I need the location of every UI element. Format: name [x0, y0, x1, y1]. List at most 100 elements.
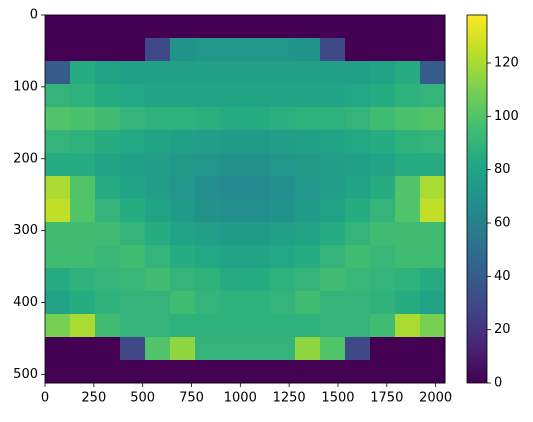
heatmap-cell: [45, 153, 71, 177]
heatmap-cell: [170, 38, 196, 62]
heatmap-cell: [395, 337, 421, 361]
heatmap-cell: [345, 84, 371, 108]
heatmap-cell: [95, 199, 121, 223]
heatmap-cell: [195, 337, 221, 361]
heatmap-cell: [145, 291, 171, 315]
heatmap-cell: [120, 314, 146, 338]
heatmap-cell: [45, 291, 71, 315]
heatmap-cell: [370, 15, 396, 39]
x-tick-label: 1500: [321, 391, 354, 406]
heatmap-cell: [245, 199, 271, 223]
heatmap-cell: [145, 268, 171, 292]
heatmap-cell: [170, 291, 196, 315]
x-tick-label: 0: [41, 391, 49, 406]
heatmap-cell: [295, 176, 321, 200]
heatmap-cell: [245, 314, 271, 338]
heatmap-cell: [170, 84, 196, 108]
heatmap-cell: [170, 245, 196, 269]
heatmap-cell: [395, 222, 421, 246]
heatmap-cell: [170, 314, 196, 338]
heatmap-cell: [295, 107, 321, 131]
heatmap-cell: [270, 15, 296, 39]
heatmap-cell: [45, 337, 71, 361]
heatmap-cell: [270, 38, 296, 62]
heatmap-cell: [70, 199, 96, 223]
heatmap-cell: [420, 130, 446, 154]
heatmap-cell: [70, 222, 96, 246]
heatmap-cell: [320, 314, 346, 338]
heatmap-cell: [170, 153, 196, 177]
heatmap-cell: [370, 222, 396, 246]
heatmap-cell: [220, 130, 246, 154]
heatmap-cell: [220, 38, 246, 62]
x-tick-label: 1750: [370, 391, 403, 406]
heatmap-cell: [295, 38, 321, 62]
heatmap-cell: [145, 360, 171, 384]
heatmap-cell: [270, 176, 296, 200]
heatmap-cell: [45, 130, 71, 154]
heatmap-cell: [145, 61, 171, 85]
heatmap-cell: [245, 245, 271, 269]
heatmap-cell: [120, 360, 146, 384]
heatmap-cell: [370, 314, 396, 338]
heatmap-cell: [295, 245, 321, 269]
heatmap-cell: [195, 360, 221, 384]
heatmap-cell: [370, 337, 396, 361]
heatmap-cell: [395, 15, 421, 39]
heatmap-cell: [170, 61, 196, 85]
heatmap-cell: [370, 176, 396, 200]
heatmap-cell: [120, 245, 146, 269]
heatmap-cell: [245, 222, 271, 246]
heatmap-cell: [295, 130, 321, 154]
heatmap-cell: [245, 153, 271, 177]
heatmap-cell: [320, 153, 346, 177]
heatmap-cell: [170, 360, 196, 384]
y-tick-label: 200: [13, 151, 38, 166]
heatmap-cell: [270, 245, 296, 269]
heatmap-cell: [95, 360, 121, 384]
heatmap-cell: [70, 130, 96, 154]
heatmap-cell: [95, 268, 121, 292]
heatmap-cell: [145, 15, 171, 39]
heatmap-cell: [170, 130, 196, 154]
heatmap-cell: [220, 107, 246, 131]
heatmap-cell: [295, 337, 321, 361]
colorbar-tick-label: 80: [494, 162, 511, 177]
heatmap-cell: [95, 176, 121, 200]
heatmap-cell: [295, 199, 321, 223]
heatmap-cell: [395, 130, 421, 154]
heatmap-cell: [45, 360, 71, 384]
plot-frame: [44, 14, 446, 384]
heatmap-cell: [420, 291, 446, 315]
heatmap-cell: [370, 153, 396, 177]
colorbar-tick-label: 20: [494, 322, 511, 337]
colorbar-tick-label: 120: [494, 56, 519, 71]
heatmap-cell: [420, 84, 446, 108]
heatmap-cell: [320, 84, 346, 108]
heatmap-cell: [270, 314, 296, 338]
heatmap-cell: [370, 199, 396, 223]
heatmap-cell: [370, 245, 396, 269]
heatmap-cell: [195, 176, 221, 200]
heatmap-cell: [345, 337, 371, 361]
heatmap-cell: [70, 61, 96, 85]
heatmap-cell: [320, 15, 346, 39]
heatmap-cell: [195, 153, 221, 177]
heatmap-cell: [170, 268, 196, 292]
heatmap-cell: [220, 176, 246, 200]
heatmap-cell: [395, 199, 421, 223]
heatmap-cell: [95, 84, 121, 108]
x-tick-label: 1250: [273, 391, 306, 406]
colorbar-tick-label: 100: [494, 109, 519, 124]
heatmap-cell: [270, 61, 296, 85]
heatmap-cell: [345, 107, 371, 131]
heatmap-cell: [195, 245, 221, 269]
heatmap-cell: [95, 61, 121, 85]
heatmap-cell: [245, 130, 271, 154]
heatmap-cell: [145, 245, 171, 269]
heatmap-cell: [95, 130, 121, 154]
heatmap-cell: [345, 291, 371, 315]
heatmap-cell: [320, 360, 346, 384]
heatmap-cell: [220, 153, 246, 177]
heatmap-cell: [70, 291, 96, 315]
